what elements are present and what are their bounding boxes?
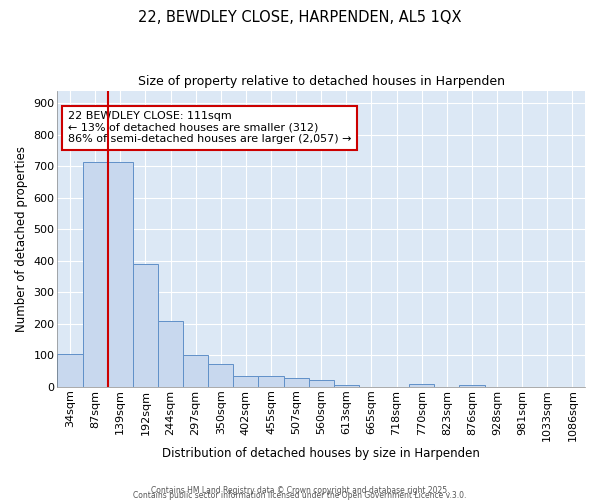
Text: 22 BEWDLEY CLOSE: 111sqm
← 13% of detached houses are smaller (312)
86% of semi-: 22 BEWDLEY CLOSE: 111sqm ← 13% of detach… — [68, 112, 352, 144]
Bar — [284, 378, 308, 387]
Text: Contains HM Land Registry data © Crown copyright and database right 2025.: Contains HM Land Registry data © Crown c… — [151, 486, 449, 495]
Bar — [233, 376, 259, 387]
X-axis label: Distribution of detached houses by size in Harpenden: Distribution of detached houses by size … — [162, 447, 480, 460]
Bar — [158, 320, 183, 387]
Bar — [183, 356, 208, 387]
Text: 22, BEWDLEY CLOSE, HARPENDEN, AL5 1QX: 22, BEWDLEY CLOSE, HARPENDEN, AL5 1QX — [138, 10, 462, 25]
Bar — [409, 384, 434, 387]
Y-axis label: Number of detached properties: Number of detached properties — [15, 146, 28, 332]
Bar — [58, 354, 83, 387]
Bar — [83, 162, 108, 387]
Title: Size of property relative to detached houses in Harpenden: Size of property relative to detached ho… — [138, 75, 505, 88]
Text: Contains public sector information licensed under the Open Government Licence v.: Contains public sector information licen… — [133, 491, 467, 500]
Bar — [208, 364, 233, 387]
Bar — [460, 385, 485, 387]
Bar — [308, 380, 334, 387]
Bar — [108, 162, 133, 387]
Bar — [259, 376, 284, 387]
Bar — [133, 264, 158, 387]
Bar — [334, 385, 359, 387]
